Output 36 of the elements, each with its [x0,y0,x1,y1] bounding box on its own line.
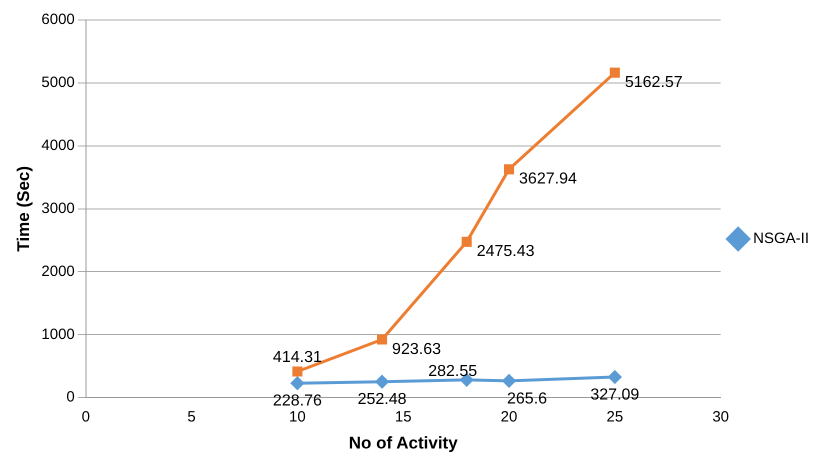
x-tick-label: 25 [606,408,624,426]
y-tick-label: 4000 [41,137,75,154]
x-tick-label: 30 [712,408,730,426]
data-label: 414.31 [272,348,322,366]
x-tick-label: 20 [500,408,518,426]
point [502,374,516,388]
y-tick-label: 3000 [41,200,75,217]
data-label: 3627.94 [519,170,577,188]
x-tick-label: 5 [187,408,196,426]
y-tick-label: 0 [66,388,75,406]
data-label: 327.09 [590,386,640,404]
y-tick-label: 6000 [41,11,75,28]
y-tick-label: 2000 [41,262,75,280]
x-axis-title: No of Activity [348,433,458,452]
point [608,370,622,384]
point [376,375,389,388]
data-label: 228.76 [272,392,322,410]
x-tick-label: 10 [289,408,306,426]
data-label: 2475.43 [476,243,535,260]
point [462,236,472,247]
point [290,376,304,390]
data-label: 5162.57 [624,74,683,92]
y-axis-title: Time (Sec) [14,166,33,252]
data-label: 265.6 [507,390,548,408]
x-tick-label: 0 [82,408,90,426]
data-label: 282.55 [428,363,478,380]
point [292,366,302,377]
point [377,334,388,345]
y-tick-label: 1000 [41,326,75,343]
y-tick-label: 5000 [41,74,75,92]
point [504,164,514,174]
legend-label: NSGA-II [753,230,810,248]
point [610,68,620,78]
data-label: 923.63 [392,340,442,358]
x-tick-label: 15 [394,408,412,426]
data-label: 252.48 [358,391,407,408]
